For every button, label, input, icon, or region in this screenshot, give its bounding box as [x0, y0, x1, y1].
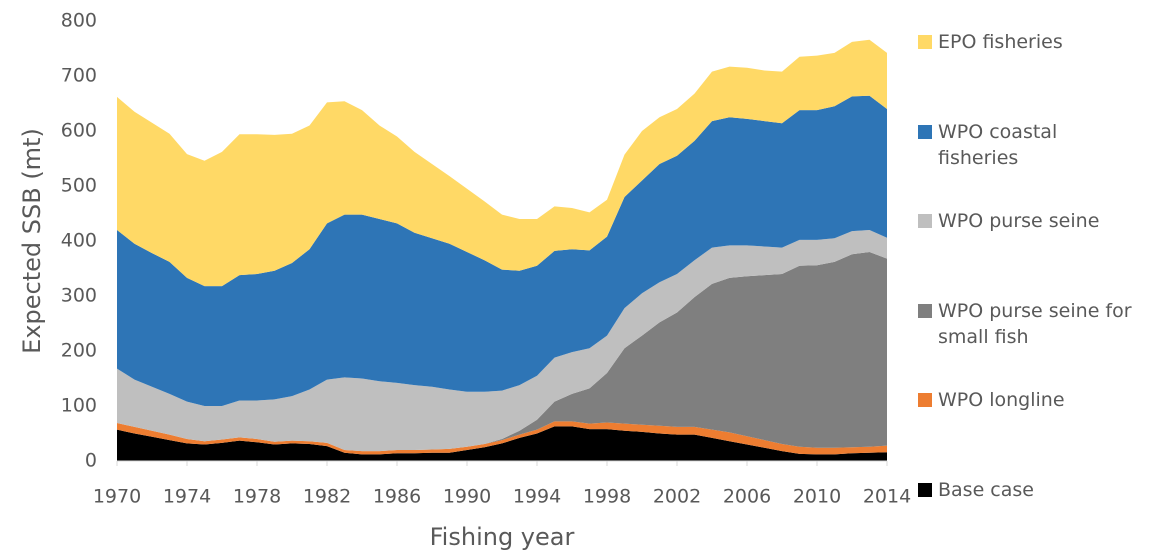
x-tick-label: 1978 — [233, 486, 281, 508]
legend-swatch — [918, 214, 932, 228]
legend-item: WPO coastal fisheries — [918, 119, 1158, 171]
legend-swatch — [918, 393, 932, 407]
x-tick-label: 2002 — [653, 486, 701, 508]
y-tick-label: 300 — [61, 285, 97, 307]
legend-label: WPO purse seine — [938, 210, 1100, 232]
legend-item: EPO fisheries — [918, 29, 1158, 55]
legend-swatch — [918, 35, 932, 49]
y-tick-label: 700 — [61, 65, 97, 87]
y-tick-label: 800 — [61, 10, 97, 32]
legend-swatch — [918, 303, 932, 318]
legend-item: WPO purse seine — [918, 208, 1158, 234]
legend-label: WPO longline — [938, 389, 1065, 411]
y-tick-label: 600 — [61, 120, 97, 142]
x-tick-label: 1982 — [303, 486, 351, 508]
legend-item: WPO longline — [918, 387, 1158, 413]
legend-label: EPO fisheries — [938, 31, 1063, 53]
y-axis-title: Expected SSB (mt) — [18, 128, 46, 354]
y-tick-label: 200 — [61, 340, 97, 362]
x-tick-label: 1974 — [163, 486, 211, 508]
area — [117, 95, 887, 407]
area — [117, 230, 887, 452]
x-tick-label: 2006 — [723, 486, 771, 508]
x-tick-label: 2010 — [793, 486, 841, 508]
legend-label: WPO purse seine for small fish — [938, 299, 1132, 348]
x-tick-label: 1994 — [513, 486, 561, 508]
area — [117, 252, 887, 452]
x-tick-label: 1986 — [373, 486, 421, 508]
legend-swatch — [918, 124, 932, 139]
y-tick-label: 100 — [61, 395, 97, 417]
x-tick-label: 1998 — [583, 486, 631, 508]
legend-label: WPO coastal fisheries — [938, 120, 1058, 169]
x-tick-label: 2014 — [863, 486, 911, 508]
x-tick-label: 1990 — [443, 486, 491, 508]
x-tick-label: 1970 — [93, 486, 141, 508]
area — [117, 39, 887, 287]
legend-label: Base case — [938, 478, 1034, 501]
y-tick-label: 400 — [61, 230, 97, 252]
y-tick-label: 500 — [61, 175, 97, 197]
area — [117, 421, 887, 455]
area — [117, 426, 887, 461]
x-axis-title: Fishing year — [430, 523, 575, 551]
legend-swatch — [918, 482, 932, 497]
y-tick-label: 0 — [85, 450, 97, 472]
legend-item: WPO purse seine for small fish — [918, 298, 1158, 350]
legend-item: Base case — [918, 477, 1158, 503]
